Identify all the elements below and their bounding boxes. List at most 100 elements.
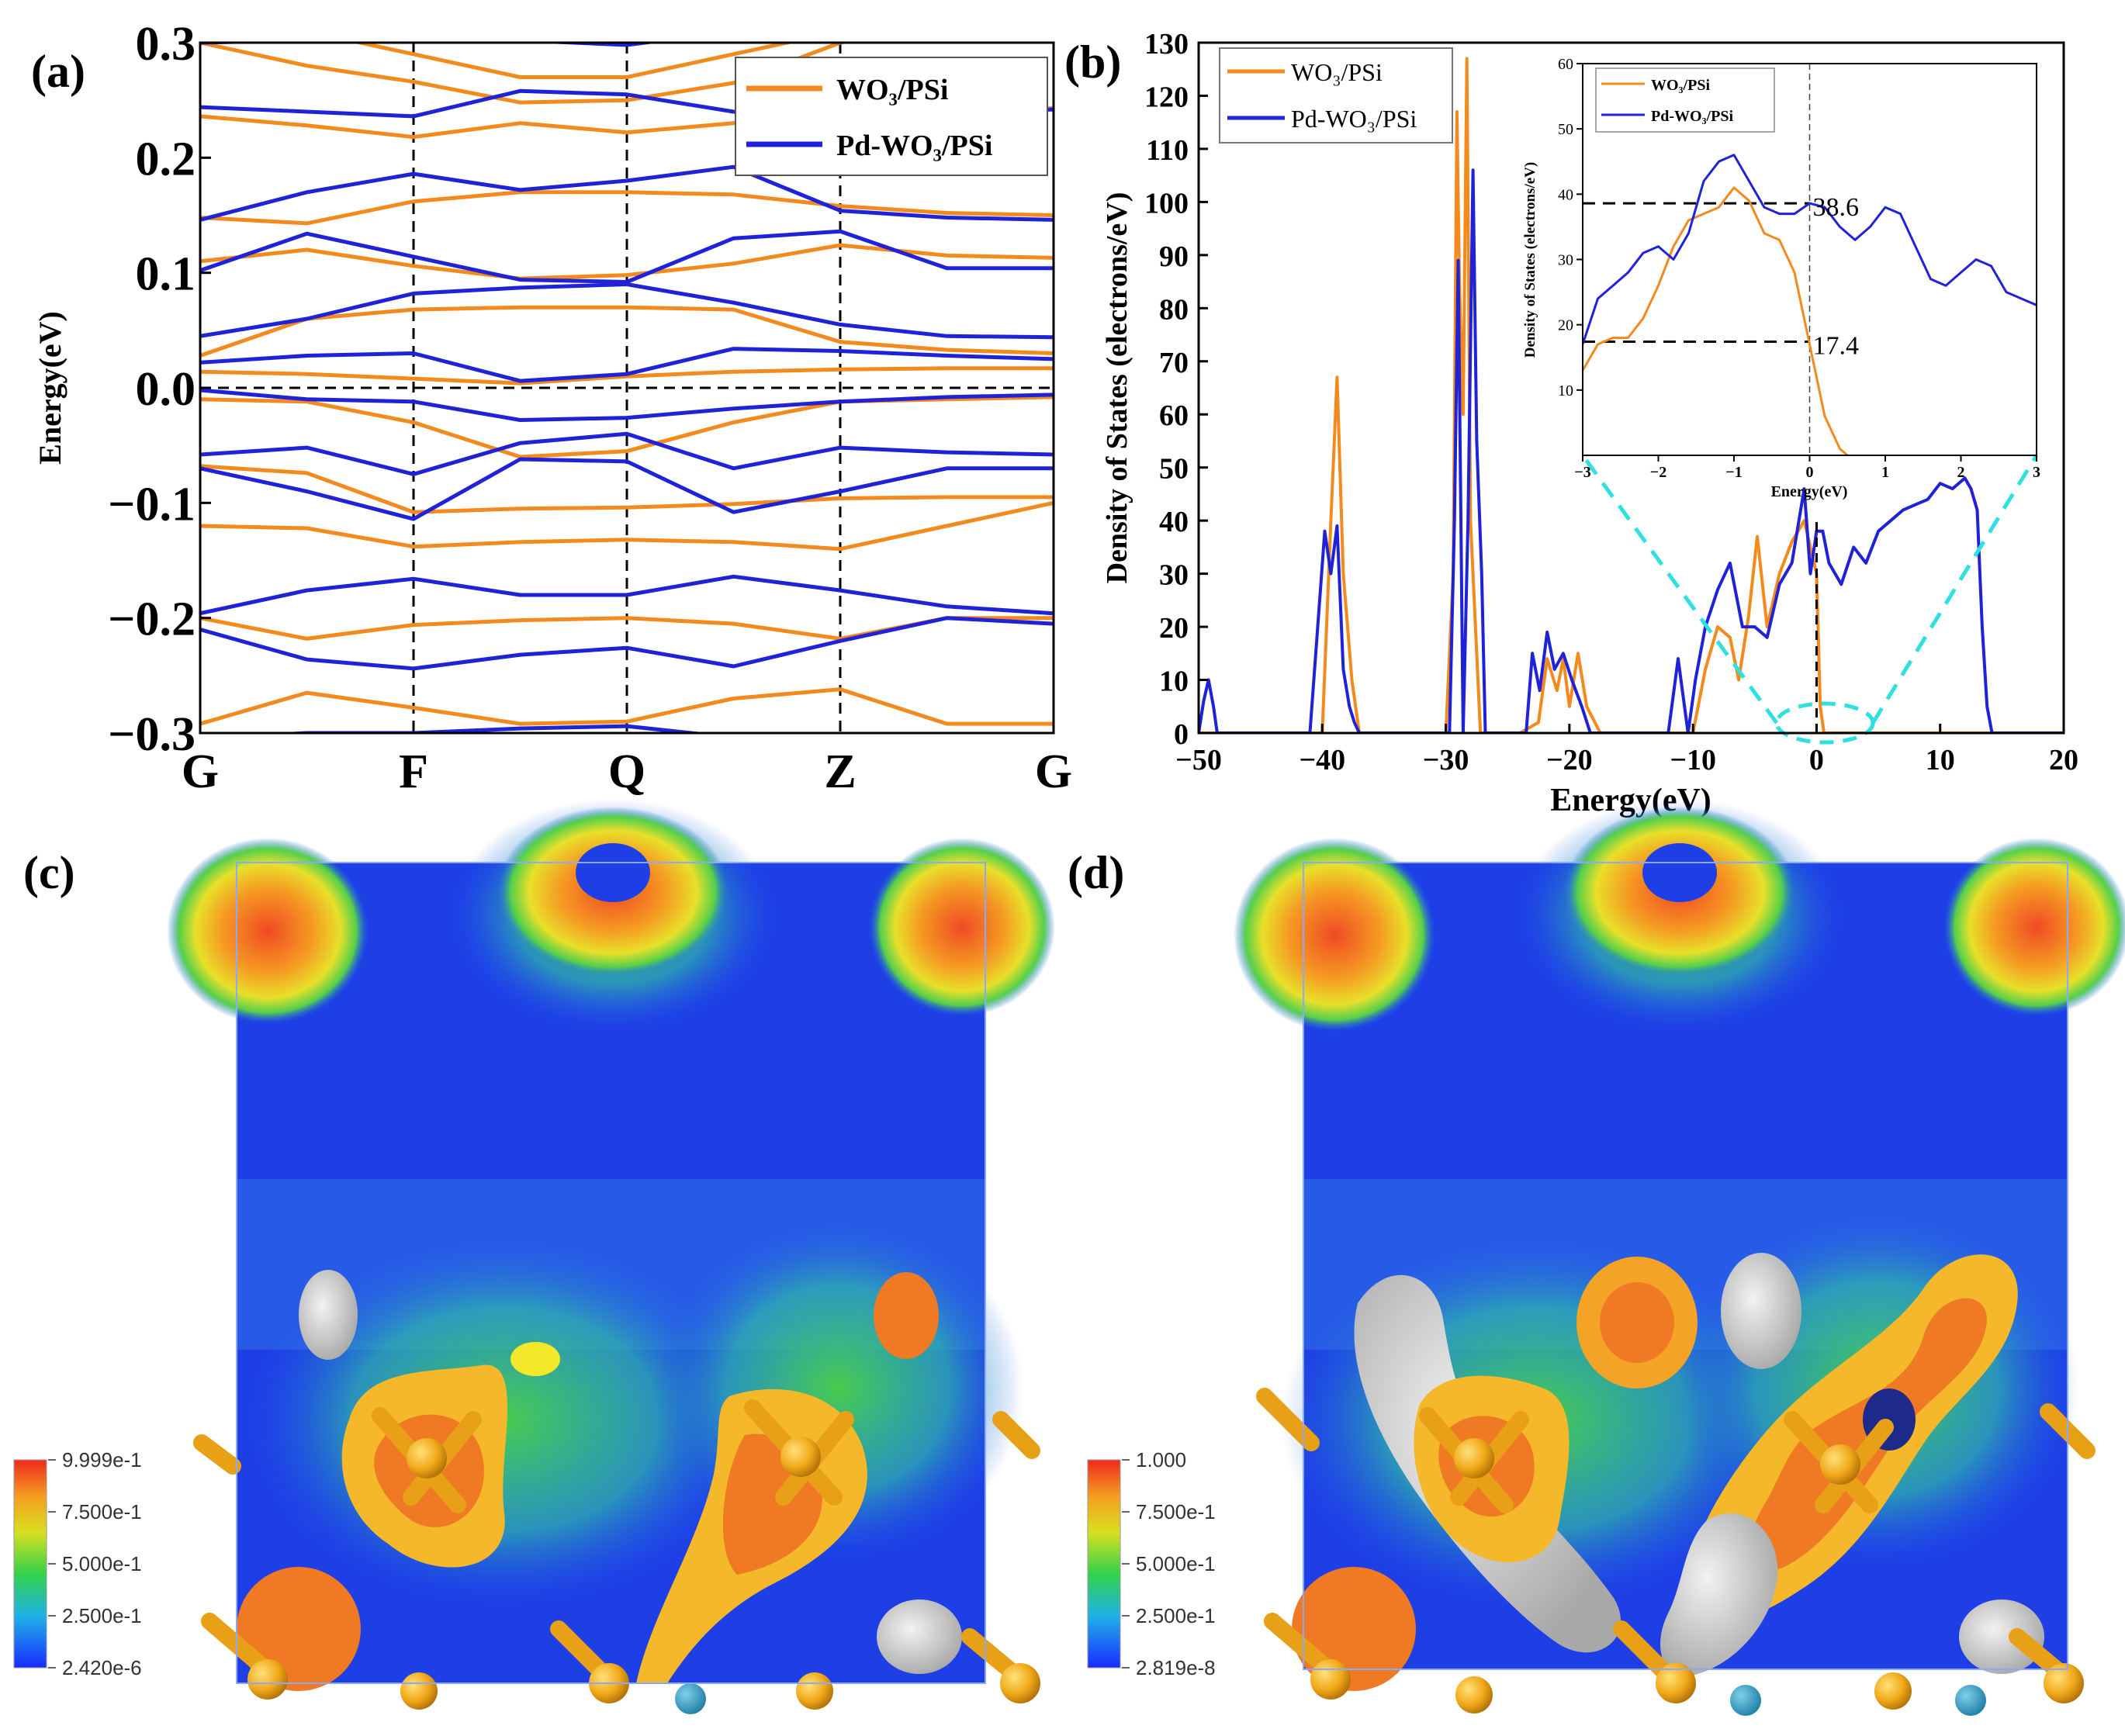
band-line: [200, 282, 1054, 340]
atom: [1656, 1663, 1696, 1703]
atom: [407, 1438, 447, 1478]
ytick-label: 10: [1159, 666, 1189, 698]
ytick-label: −0.3: [108, 708, 196, 761]
inset-curve: [1583, 186, 1849, 455]
panel-b-ytick-labels: 0 10 20 30 40 50 60 70 80 90 100 110 120 130: [1144, 28, 1189, 751]
inset-xtick-label: 1: [1881, 464, 1889, 481]
zoom-guide-right: [1871, 454, 2039, 724]
band-line: [200, 687, 1054, 726]
atom: [780, 1437, 821, 1477]
ytick-label: −0.1: [108, 478, 196, 531]
dos-curve: [1199, 168, 2064, 733]
band-line: [200, 243, 1054, 281]
colorbar-label: 7.500e-1: [62, 1500, 142, 1523]
atom: [1730, 1685, 1761, 1716]
xtick-label: −50: [1175, 744, 1222, 776]
colorbar-label: 2.420e-6: [62, 1656, 142, 1679]
band-line: [200, 229, 1054, 284]
ytick-label: 20: [1159, 612, 1189, 645]
inset-ytick-label: 50: [1558, 121, 1573, 138]
band-line: [200, 347, 1054, 383]
panel-a-label: (a): [31, 46, 85, 97]
colorbar-c-labels: 9.999e-1 7.500e-1 5.000e-1 2.500e-1 2.420e-6: [48, 1448, 142, 1679]
ytick-label: 0.2: [136, 133, 196, 185]
atom: [247, 1659, 288, 1700]
ytick-label: 40: [1159, 506, 1189, 538]
panel-a-tick-marks: [200, 41, 211, 735]
map-d-spot-center-core: [1600, 1282, 1674, 1363]
map-d-hotspot-tr: [1943, 838, 2125, 1016]
atom: [2044, 1663, 2084, 1703]
atom: [1310, 1659, 1351, 1700]
ytick-label: 0: [1174, 718, 1189, 751]
ytick-label: −0.2: [108, 593, 196, 646]
bond: [1613, 1620, 1677, 1684]
panel-b-label: (b): [1064, 36, 1121, 88]
ytick-label: 0.0: [136, 363, 196, 416]
map-c-spot-small: [510, 1342, 560, 1376]
inset-xtick-label: 2: [1957, 464, 1965, 481]
atom: [1000, 1663, 1040, 1703]
band-line: [200, 616, 1054, 671]
atom: [1955, 1685, 1986, 1716]
ytick-label: 120: [1144, 81, 1189, 113]
ytick-label: 0.1: [136, 248, 196, 301]
inset-annotation-low: 17.4: [1813, 332, 1860, 361]
ytick-label: 80: [1159, 293, 1189, 326]
colorbar-label: 5.000e-1: [1136, 1552, 1216, 1575]
legend-b-label-pd-wo3: Pd-WO₃/PSi: [1291, 105, 1417, 133]
inset-xtick-label: 0: [1806, 464, 1814, 481]
inset-ytick-label: 30: [1558, 252, 1573, 269]
colorbar-c-gradient: [13, 1459, 47, 1669]
band-line: [200, 43, 660, 47]
zoom-guide-left: [1580, 454, 1779, 724]
dos-curve: [1199, 57, 2064, 733]
inset-xtick-label: −1: [1725, 464, 1742, 481]
ytick-label: 100: [1144, 187, 1189, 220]
atom: [400, 1672, 438, 1710]
map-d-grey-blob-center: [1721, 1253, 1801, 1369]
band-line: [270, 724, 710, 733]
inset-ticks: −3 −2 −1 0 1 2 3 10 20 30 40 50 60: [1558, 56, 2040, 481]
map-d-grey-blob-br: [1959, 1599, 2044, 1674]
zoom-ellipse: [1774, 701, 1875, 745]
charge-density-map-d: (d): [1068, 799, 2125, 1716]
panel-a-legend: WO₃/PSi Pd-WO₃/PSi: [735, 57, 1048, 176]
map-c-hotspot-tl: [167, 838, 369, 1024]
band-line: [200, 164, 1054, 222]
map-d-grey-ribbon-right: [1660, 1513, 1778, 1676]
inset-xtick-label: −2: [1650, 464, 1666, 481]
colorbar-label: 1.000: [1136, 1448, 1186, 1471]
colorbar-c: 9.999e-1 7.500e-1 5.000e-1 2.500e-1 2.420e-6: [13, 1448, 142, 1679]
ytick-label: 30: [1159, 559, 1189, 592]
legend-label-wo3: WO₃/PSi: [836, 74, 948, 106]
ytick-label: 70: [1159, 347, 1189, 379]
kpoint-label: Z: [824, 745, 856, 798]
ytick-label: 60: [1159, 399, 1189, 432]
inset-legend-label-wo3: WO₃/PSi: [1651, 77, 1710, 94]
bond: [193, 1434, 241, 1475]
panel-b-ylabel: Density of States (electrons/eV): [1101, 192, 1133, 584]
map-d-spot-bottom-left: [1292, 1567, 1416, 1691]
xtick-label: −40: [1299, 744, 1345, 776]
panel-a-ylabel: Energy(eV): [33, 311, 67, 465]
colorbar-label: 7.500e-1: [1136, 1500, 1216, 1523]
xtick-label: 10: [1926, 744, 1955, 776]
band-line: [200, 190, 1054, 226]
map-d-hole-tc: [1642, 843, 1717, 902]
panel-a-ytick-labels: 0.3 0.2 0.1 0.0 −0.1 −0.2 −0.3: [108, 18, 196, 761]
kpoint-label: G: [182, 745, 219, 798]
inset-legend: WO₃/PSi Pd-WO₃/PSi: [1595, 67, 1775, 133]
inset-legend-box: [1595, 67, 1775, 133]
map-d-border: [1303, 862, 2068, 1670]
bond: [1264, 1613, 1335, 1676]
band-line: [200, 574, 1054, 616]
colorbar-label: 9.999e-1: [62, 1448, 142, 1471]
inset-ytick-label: 40: [1558, 186, 1573, 203]
xtick-label: 0: [1809, 744, 1824, 776]
atom: [1820, 1444, 1860, 1485]
xtick-label: −10: [1670, 744, 1716, 776]
panel-b-dos-curves: [1199, 57, 2064, 733]
map-c-grey-blob-1: [299, 1270, 358, 1360]
